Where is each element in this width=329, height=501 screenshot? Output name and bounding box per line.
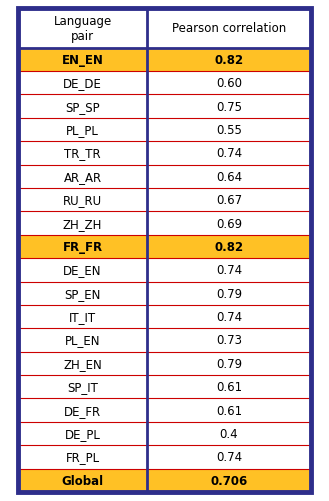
Bar [18, 259, 311, 282]
Text: Language
pair: Language pair [53, 15, 112, 43]
Text: 0.82: 0.82 [215, 240, 243, 254]
Bar [18, 235, 311, 259]
Text: 0.55: 0.55 [216, 124, 242, 137]
Text: 0.74: 0.74 [216, 311, 242, 324]
Text: DE_FR: DE_FR [64, 404, 101, 417]
Text: EN_EN: EN_EN [62, 54, 103, 67]
Text: DE_EN: DE_EN [63, 264, 102, 277]
Text: 0.73: 0.73 [216, 334, 242, 347]
Bar [18, 165, 311, 189]
Text: 0.61: 0.61 [216, 380, 242, 393]
Bar [18, 212, 311, 235]
Text: 0.60: 0.60 [216, 77, 242, 90]
Text: Global: Global [62, 474, 104, 487]
Bar [18, 189, 311, 212]
Bar [18, 375, 311, 399]
Bar [18, 468, 311, 492]
Bar [18, 352, 311, 375]
Text: 0.74: 0.74 [216, 450, 242, 463]
Text: DE_PL: DE_PL [64, 427, 100, 440]
Text: 0.75: 0.75 [216, 101, 242, 113]
Text: SP_EN: SP_EN [64, 287, 101, 300]
Bar [18, 305, 311, 329]
Text: PL_PL: PL_PL [66, 124, 99, 137]
Text: 0.67: 0.67 [216, 194, 242, 207]
Text: FR_PL: FR_PL [65, 450, 100, 463]
Text: 0.706: 0.706 [210, 474, 247, 487]
Text: DE_DE: DE_DE [63, 77, 102, 90]
Bar [18, 49, 311, 72]
Text: 0.79: 0.79 [216, 287, 242, 300]
Text: 0.4: 0.4 [219, 427, 238, 440]
Text: IT_IT: IT_IT [69, 311, 96, 324]
Text: TR_TR: TR_TR [64, 147, 101, 160]
Text: 0.79: 0.79 [216, 357, 242, 370]
Bar [18, 9, 311, 49]
Text: 0.61: 0.61 [216, 404, 242, 417]
Bar [18, 399, 311, 422]
Bar [18, 9, 311, 492]
Text: 0.82: 0.82 [215, 54, 243, 67]
Bar [18, 9, 311, 492]
Bar [18, 119, 311, 142]
Bar [18, 282, 311, 305]
Text: Pearson correlation: Pearson correlation [172, 23, 286, 35]
Text: SP_SP: SP_SP [65, 101, 100, 113]
Text: FR_FR: FR_FR [63, 240, 103, 254]
Text: 0.74: 0.74 [216, 147, 242, 160]
Bar [18, 95, 311, 119]
Bar [18, 422, 311, 445]
Bar [18, 329, 311, 352]
Text: AR_AR: AR_AR [63, 170, 102, 183]
Text: RU_RU: RU_RU [63, 194, 102, 207]
Text: 0.74: 0.74 [216, 264, 242, 277]
Text: ZH_ZH: ZH_ZH [63, 217, 102, 230]
Text: 0.64: 0.64 [216, 170, 242, 183]
Bar [18, 142, 311, 165]
Bar [18, 445, 311, 468]
Text: PL_EN: PL_EN [65, 334, 100, 347]
Text: 0.69: 0.69 [216, 217, 242, 230]
Text: SP_IT: SP_IT [67, 380, 98, 393]
Text: ZH_EN: ZH_EN [63, 357, 102, 370]
Bar [18, 72, 311, 95]
